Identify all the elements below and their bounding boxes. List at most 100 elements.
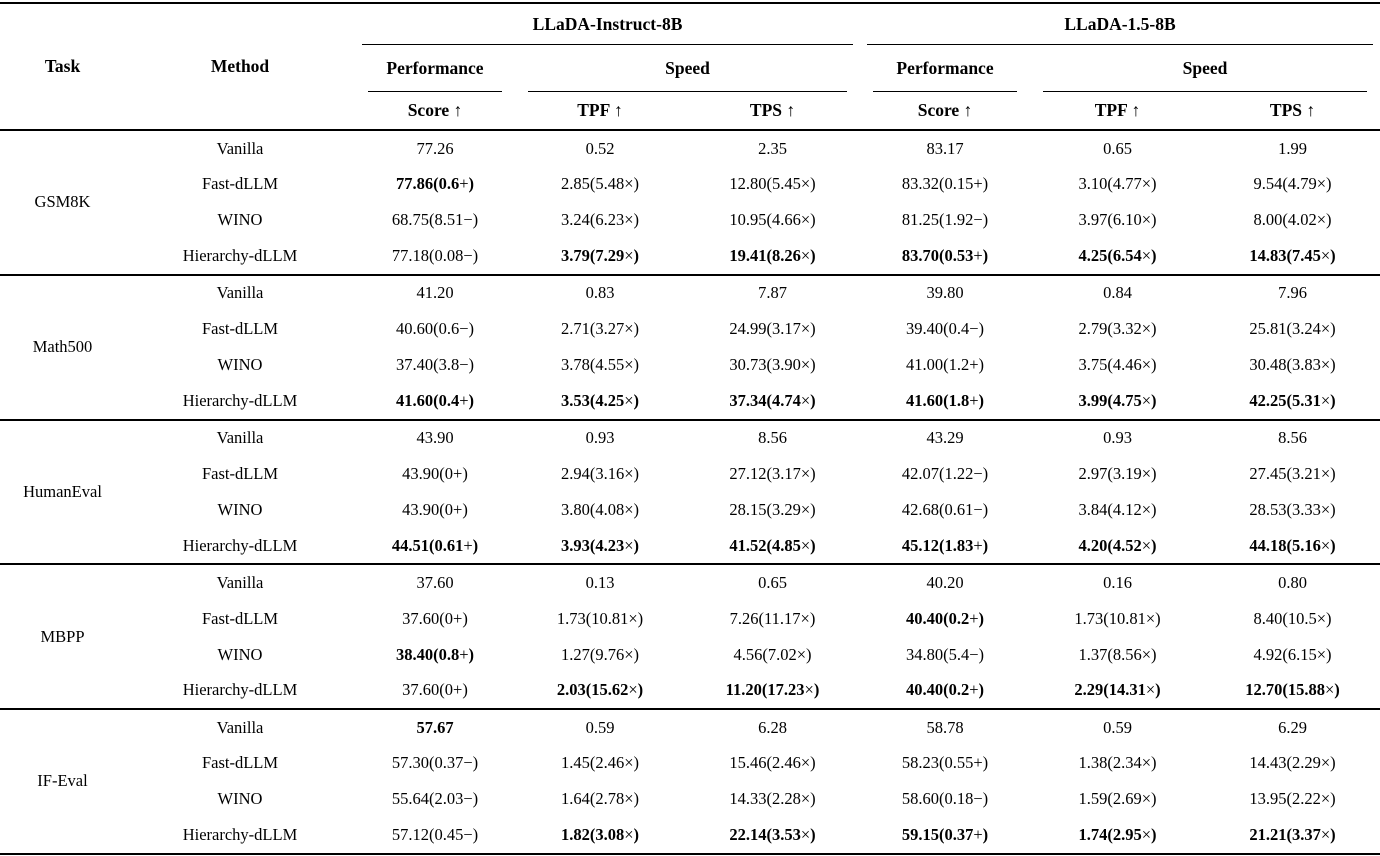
method-cell: Vanilla: [125, 707, 355, 746]
operator-symbol: −: [973, 210, 983, 230]
value-cell: 2.79(3.32×): [1078, 319, 1157, 339]
value-cell: 14.43(2.29×): [1249, 753, 1336, 773]
header-row-metrics: Score ↑ TPF ↑ TPS ↑ Score ↑ TPF ↑ TPS ↑: [0, 92, 1380, 131]
operator-symbol: ×: [796, 644, 807, 664]
value-cell: 4.92(6.15×): [1253, 644, 1332, 664]
operator-symbol: +: [453, 680, 463, 700]
value-cell: 38.40(0.8+): [395, 644, 475, 664]
operator-symbol: +: [459, 174, 469, 194]
value-cell: 77.26: [355, 128, 515, 167]
value-cell: 43.90(0+): [402, 499, 468, 519]
table-row: Fast-dLLM 77.86(0.6+) 2.85(5.48×) 12.80(5.4…: [0, 166, 1380, 202]
value-cell: 39.80: [860, 273, 1031, 311]
value-cell: 8.40(10.5×): [1253, 608, 1332, 628]
operator-symbol: ×: [800, 825, 811, 845]
operator-symbol: ×: [1141, 390, 1152, 410]
value-cell: 1.27(9.76×): [560, 644, 640, 664]
operator-symbol: ×: [800, 753, 811, 773]
operator-symbol: ×: [624, 174, 634, 194]
operator-symbol: ×: [800, 499, 811, 519]
operator-symbol: ×: [800, 463, 811, 483]
value-cell: 13.95(2.22×): [1249, 789, 1336, 809]
table-row: Fast-dLLM 40.60(0.6−) 2.71(3.27×) 24.99(3.1…: [0, 311, 1380, 347]
operator-symbol: −: [463, 246, 473, 266]
table-row: WINO 38.40(0.8+) 1.27(9.76×) 4.56(7.02×) 34.…: [0, 637, 1380, 673]
operator-symbol: −: [459, 319, 469, 339]
table-row: IF-Eval Vanilla 57.67 0.59 6.28 58.78 0.59 6.29: [0, 707, 1380, 854]
value-cell: 0.65: [685, 563, 861, 601]
operator-symbol: ×: [628, 680, 638, 700]
operator-symbol: ×: [624, 499, 634, 519]
header-score: Score ↑: [355, 92, 515, 131]
value-cell: 0.59: [515, 707, 685, 746]
value-cell: 0.59: [1030, 707, 1206, 746]
operator-symbol: ×: [1141, 535, 1152, 555]
value-cell: 1.38(2.34×): [1078, 753, 1157, 773]
table-row: Hierarchy-dLLM 41.60(0.4+) 3.53(4.25×) 37.3…: [0, 383, 1380, 419]
operator-symbol: ×: [800, 174, 811, 194]
operator-symbol: −: [969, 319, 979, 339]
value-cell: 57.67: [355, 707, 515, 746]
operator-symbol: ×: [1141, 355, 1152, 375]
operator-symbol: ×: [1316, 174, 1327, 194]
method-cell: Hierarchy-dLLM: [182, 246, 298, 266]
value-cell: 83.70(0.53+): [901, 246, 989, 266]
method-cell: Hierarchy-dLLM: [182, 390, 298, 410]
method-cell: Vanilla: [125, 418, 355, 456]
value-cell: 30.73(3.90×): [729, 355, 816, 375]
value-cell: 8.56: [685, 418, 861, 456]
operator-symbol: ×: [624, 535, 634, 555]
value-cell: 1.64(2.78×): [560, 789, 640, 809]
value-cell: 2.97(3.19×): [1078, 463, 1157, 483]
operator-symbol: ×: [1145, 680, 1156, 700]
value-cell: 6.29: [1205, 707, 1380, 746]
value-cell: 7.96: [1205, 273, 1380, 311]
operator-symbol: ×: [1141, 644, 1152, 664]
value-cell: 0.93: [1030, 418, 1206, 456]
operator-symbol: −: [973, 463, 983, 483]
table-row: Fast-dLLM 37.60(0+) 1.73(10.81×) 7.26(11.17…: [0, 600, 1380, 636]
value-cell: 40.60(0.6−): [395, 319, 475, 339]
value-cell: 27.45(3.21×): [1249, 463, 1336, 483]
value-cell: 58.23(0.55+): [901, 753, 989, 773]
operator-symbol: ×: [1320, 499, 1331, 519]
value-cell: 59.15(0.37+): [901, 825, 989, 845]
value-cell: 40.20: [860, 563, 1031, 601]
operator-symbol: +: [969, 355, 979, 375]
operator-symbol: ×: [800, 355, 811, 375]
value-cell: 4.56(7.02×): [733, 644, 812, 664]
operator-symbol: −: [459, 355, 469, 375]
task-block: GSM8K Vanilla 77.26 0.52 2.35 83.17 0.65 1.99 Fa…: [0, 128, 1380, 275]
header-model-llada-1-5-8b: LLaDA-1.5-8B: [860, 3, 1380, 45]
header-performance: Performance: [860, 45, 1030, 93]
operator-symbol: ×: [624, 210, 634, 230]
value-cell: 43.29: [860, 418, 1031, 456]
value-cell: 4.25(6.54×): [1078, 246, 1157, 266]
value-cell: 3.24(6.23×): [560, 210, 640, 230]
value-cell: 41.20: [355, 273, 515, 311]
operator-symbol: +: [969, 390, 979, 410]
value-cell: 12.80(5.45×): [729, 174, 816, 194]
value-cell: 1.73(10.81×): [1074, 608, 1161, 628]
value-cell: 34.80(5.4−): [905, 644, 985, 664]
value-cell: 57.30(0.37−): [391, 753, 479, 773]
operator-symbol: ×: [800, 246, 811, 266]
method-cell: Vanilla: [125, 273, 355, 311]
value-cell: 1.73(10.81×): [556, 608, 644, 628]
method-cell: Fast-dLLM: [201, 174, 279, 194]
operator-symbol: +: [973, 753, 983, 773]
value-cell: 0.16: [1030, 563, 1206, 601]
value-cell: 1.99: [1205, 128, 1380, 167]
operator-symbol: −: [973, 499, 983, 519]
operator-symbol: −: [463, 825, 473, 845]
operator-symbol: +: [453, 463, 463, 483]
value-cell: 39.40(0.4−): [905, 319, 985, 339]
value-cell: 81.25(1.92−): [901, 210, 989, 230]
value-cell: 0.52: [515, 128, 685, 167]
value-cell: 58.78: [860, 707, 1031, 746]
header-tpf: TPF ↑: [515, 92, 685, 131]
operator-symbol: ×: [800, 210, 811, 230]
operator-symbol: ×: [1141, 825, 1152, 845]
value-cell: 42.07(1.22−): [901, 463, 989, 483]
